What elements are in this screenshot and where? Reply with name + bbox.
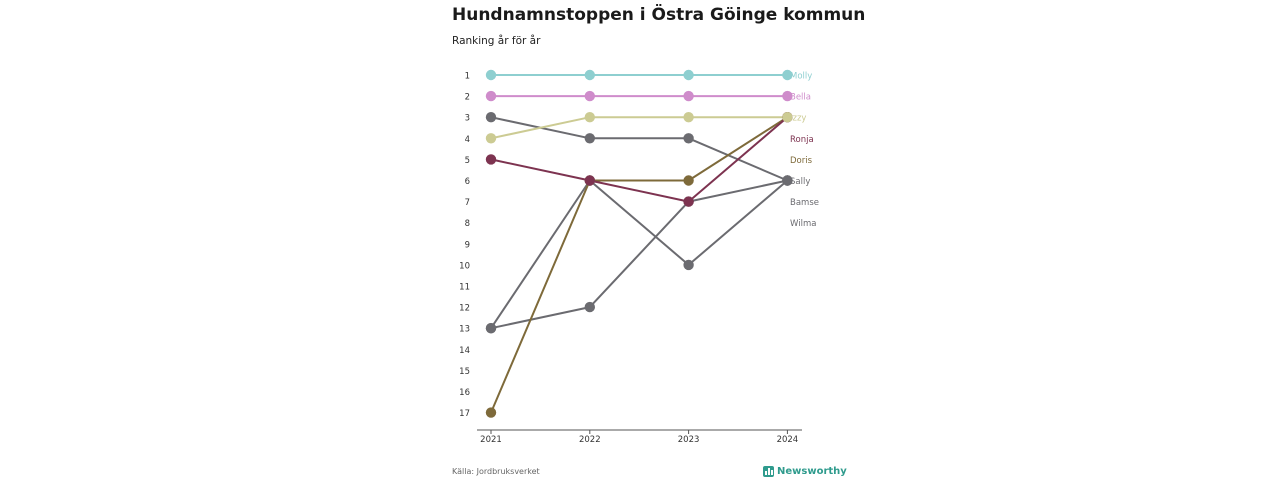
data-point-izzy xyxy=(485,133,497,144)
y-tick-label: 7 xyxy=(465,198,470,208)
series-label-izzy: Izzy xyxy=(790,114,806,124)
y-tick-label: 13 xyxy=(459,325,470,335)
y-tick-label: 3 xyxy=(465,114,470,124)
data-point-sally xyxy=(683,133,694,144)
y-tick-label: 16 xyxy=(459,388,470,398)
y-tick-label: 2 xyxy=(465,93,470,103)
data-point-bella xyxy=(485,90,497,102)
x-tick-label: 2023 xyxy=(678,435,700,445)
data-point-bella xyxy=(683,90,694,102)
data-point-wilma xyxy=(584,301,595,313)
newsworthy-logo: Newsworthy xyxy=(763,466,847,477)
data-point-bella xyxy=(584,90,595,102)
series-line-ronja xyxy=(490,116,789,203)
y-tick-label: 15 xyxy=(459,367,470,377)
x-tick-label: 2024 xyxy=(777,435,799,445)
y-tick-label: 10 xyxy=(459,261,470,271)
y-tick-label: 11 xyxy=(459,283,470,293)
series-label-wilma: Wilma xyxy=(790,219,816,229)
data-point-ronja xyxy=(683,196,694,207)
data-point-izzy xyxy=(584,112,595,123)
data-point-ronja xyxy=(584,175,595,186)
bar-chart-icon xyxy=(763,466,774,477)
data-point-bamse xyxy=(683,259,694,271)
y-tick-label: 14 xyxy=(459,346,470,356)
x-tick-label: 2021 xyxy=(480,435,502,445)
y-tick-label: 6 xyxy=(465,177,470,187)
series-label-bamse: Bamse xyxy=(790,198,819,208)
data-point-doris xyxy=(683,175,694,186)
data-point-ronja xyxy=(485,154,497,165)
y-tick-label: 9 xyxy=(465,240,470,250)
source-note: Källa: Jordbruksverket xyxy=(452,467,540,476)
chart-title: Hundnamnstoppen i Östra Göinge kommun xyxy=(452,5,866,25)
series-label-ronja: Ronja xyxy=(790,135,814,145)
chart-subtitle: Ranking år för år xyxy=(452,35,541,47)
data-point-molly xyxy=(584,69,595,81)
series-label-molly: Molly xyxy=(790,72,812,82)
data-point-doris xyxy=(485,407,497,418)
y-tick-label: 5 xyxy=(465,156,470,166)
data-point-izzy xyxy=(782,112,793,123)
data-point-sally xyxy=(485,112,497,123)
data-point-bamse xyxy=(485,323,497,334)
series-line-izzy xyxy=(490,116,788,140)
data-point-molly xyxy=(782,69,793,81)
series-label-doris: Doris xyxy=(790,156,813,166)
data-point-molly xyxy=(485,69,497,81)
series-line-bamse xyxy=(490,179,789,329)
data-point-bella xyxy=(782,90,793,102)
series-label-sally: Sally xyxy=(790,177,810,187)
brand-name: Newsworthy xyxy=(777,466,847,477)
y-tick-label: 17 xyxy=(459,409,470,419)
series-label-bella: Bella xyxy=(790,93,811,103)
y-tick-label: 8 xyxy=(465,219,470,229)
series-line-wilma xyxy=(490,179,788,330)
x-tick-label: 2022 xyxy=(579,435,601,445)
data-point-sally xyxy=(584,133,595,144)
y-tick-label: 4 xyxy=(465,135,470,145)
y-tick-label: 1 xyxy=(465,72,470,82)
data-point-sally xyxy=(782,175,793,186)
data-point-molly xyxy=(683,69,694,81)
series-line-doris xyxy=(490,116,788,413)
series-line-sally xyxy=(490,116,788,182)
y-tick-label: 12 xyxy=(459,304,470,314)
data-point-izzy xyxy=(683,112,694,123)
